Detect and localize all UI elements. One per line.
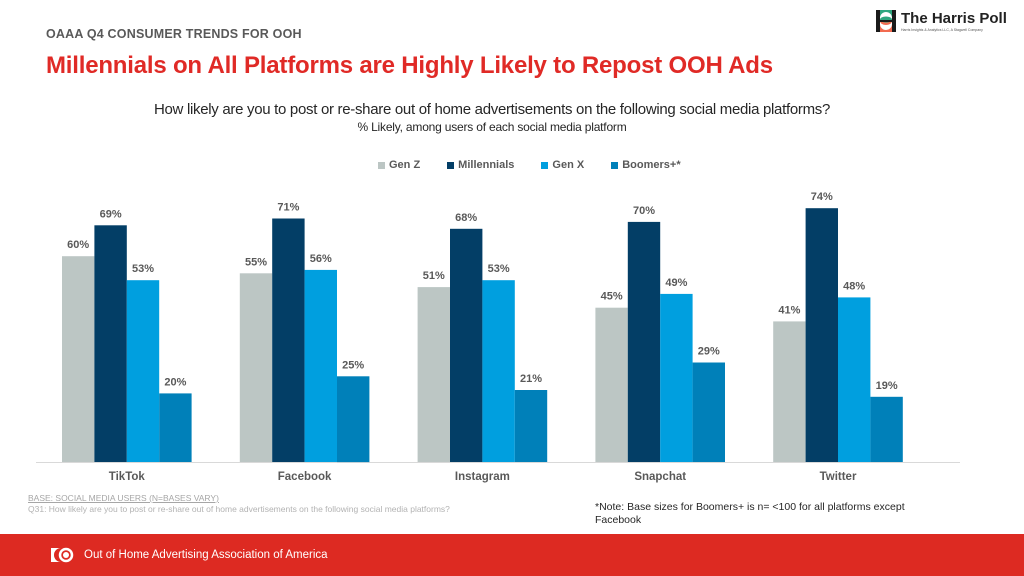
legend-swatch [378, 161, 385, 169]
category-label-facebook: Facebook [278, 471, 332, 483]
data-label-snapchat-millennials: 70% [633, 205, 655, 217]
chart-title: How likely are you to post or re-share o… [153, 101, 831, 118]
bar-snapchat-millennials [627, 221, 661, 462]
bar-tiktok-gen-x [126, 280, 160, 462]
data-label-tiktok-gen-x: 53% [132, 263, 154, 275]
bar-twitter-gen-z [773, 321, 806, 462]
bar-twitter-gen-x [838, 297, 871, 462]
legend-swatch [541, 161, 549, 169]
legend-label: Gen Z [389, 159, 421, 171]
category-label-instagram: Instagram [455, 471, 510, 483]
bar-facebook-boomers [337, 376, 370, 463]
bar-facebook-millennials [272, 218, 305, 462]
legend-swatch [447, 161, 455, 169]
report-eyebrow: OAAA Q4 CONSUMER TRENDS FOR OOH [46, 27, 302, 41]
footer-bar: Out of Home Advertising Association of A… [0, 534, 1024, 576]
bar-instagram-boomers [514, 390, 548, 462]
bar-snapchat-gen-z [595, 307, 628, 462]
legend-label: Gen X [552, 159, 585, 171]
bar-tiktok-boomers [159, 393, 192, 462]
category-label-snapchat: Snapchat [634, 471, 686, 483]
legend-item-gen-x: Gen X [541, 159, 584, 171]
chart-subtitle: % Likely, among users of each social med… [357, 120, 627, 134]
bar-twitter-boomers [870, 396, 903, 462]
legend-item-gen-z: Gen Z [378, 159, 420, 171]
data-label-snapchat-gen-x: 49% [665, 277, 687, 289]
slide-title: Millennials on All Platforms are Highly … [46, 52, 773, 79]
category-label-twitter: Twitter [820, 471, 857, 483]
data-label-instagram-boomers: 21% [520, 373, 542, 385]
bar-snapchat-boomers [692, 362, 725, 462]
data-label-instagram-gen-x: 53% [488, 263, 510, 275]
data-label-snapchat-gen-z: 45% [601, 291, 623, 303]
data-label-facebook-gen-x: 56% [310, 253, 332, 265]
logo-name: The Harris Poll [901, 10, 1007, 27]
bar-snapchat-gen-x [660, 293, 693, 462]
data-label-tiktok-boomers: 20% [164, 376, 186, 388]
chart-legend: Gen Z Millennials Gen X Boomers+* [378, 159, 708, 171]
bar-tiktok-millennials [94, 225, 127, 462]
data-label-snapchat-boomers: 29% [698, 346, 720, 358]
data-label-twitter-boomers: 19% [876, 380, 898, 392]
data-label-facebook-boomers: 25% [342, 359, 364, 371]
logo-subtitle: Harris Insights & Analytics LLC, A Stagw… [901, 28, 983, 32]
data-label-twitter-millennials: 74% [811, 191, 833, 203]
legend-label: Millennials [458, 159, 515, 171]
question-note: Q31: How likely are you to post or re-sh… [28, 504, 450, 514]
bar-chart: 60% 69% 53% 20% TikTok 55% 71% 56% 25% Facebook 51… [36, 191, 960, 483]
bar-facebook-gen-x [304, 269, 337, 462]
oaaa-logo-icon [51, 547, 75, 563]
legend-item-millennials: Millennials [447, 159, 514, 171]
footnote: *Note: Base sizes for Boomers+ is n= <10… [595, 501, 905, 526]
data-label-twitter-gen-x: 48% [843, 280, 865, 292]
data-label-facebook-gen-z: 55% [245, 256, 267, 268]
data-label-facebook-millennials: 71% [277, 202, 299, 214]
base-note: BASE: SOCIAL MEDIA USERS (N=BASES VARY) [28, 493, 219, 503]
legend-label: Boomers+* [622, 159, 681, 171]
data-label-twitter-gen-z: 41% [778, 304, 800, 316]
harris-poll-logo: The Harris Poll Harris Insights & Analyt… [876, 10, 1007, 33]
bar-tiktok-gen-z [62, 256, 95, 462]
legend-swatch [611, 161, 619, 169]
bar-twitter-millennials [805, 208, 838, 462]
data-label-tiktok-gen-z: 60% [67, 239, 89, 251]
bar-instagram-gen-x [482, 280, 515, 462]
category-label-tiktok: TikTok [109, 471, 146, 483]
bar-instagram-gen-z [417, 287, 450, 462]
bar-facebook-gen-z [239, 273, 273, 462]
legend-item-boomers: Boomers+* [611, 159, 681, 171]
data-label-instagram-gen-z: 51% [423, 270, 445, 282]
data-label-tiktok-millennials: 69% [100, 208, 122, 220]
data-label-instagram-millennials: 68% [455, 212, 477, 224]
bar-instagram-millennials [450, 228, 483, 462]
footer-org-name: Out of Home Advertising Association of A… [84, 549, 328, 561]
harris-poll-logo-icon [876, 10, 896, 32]
